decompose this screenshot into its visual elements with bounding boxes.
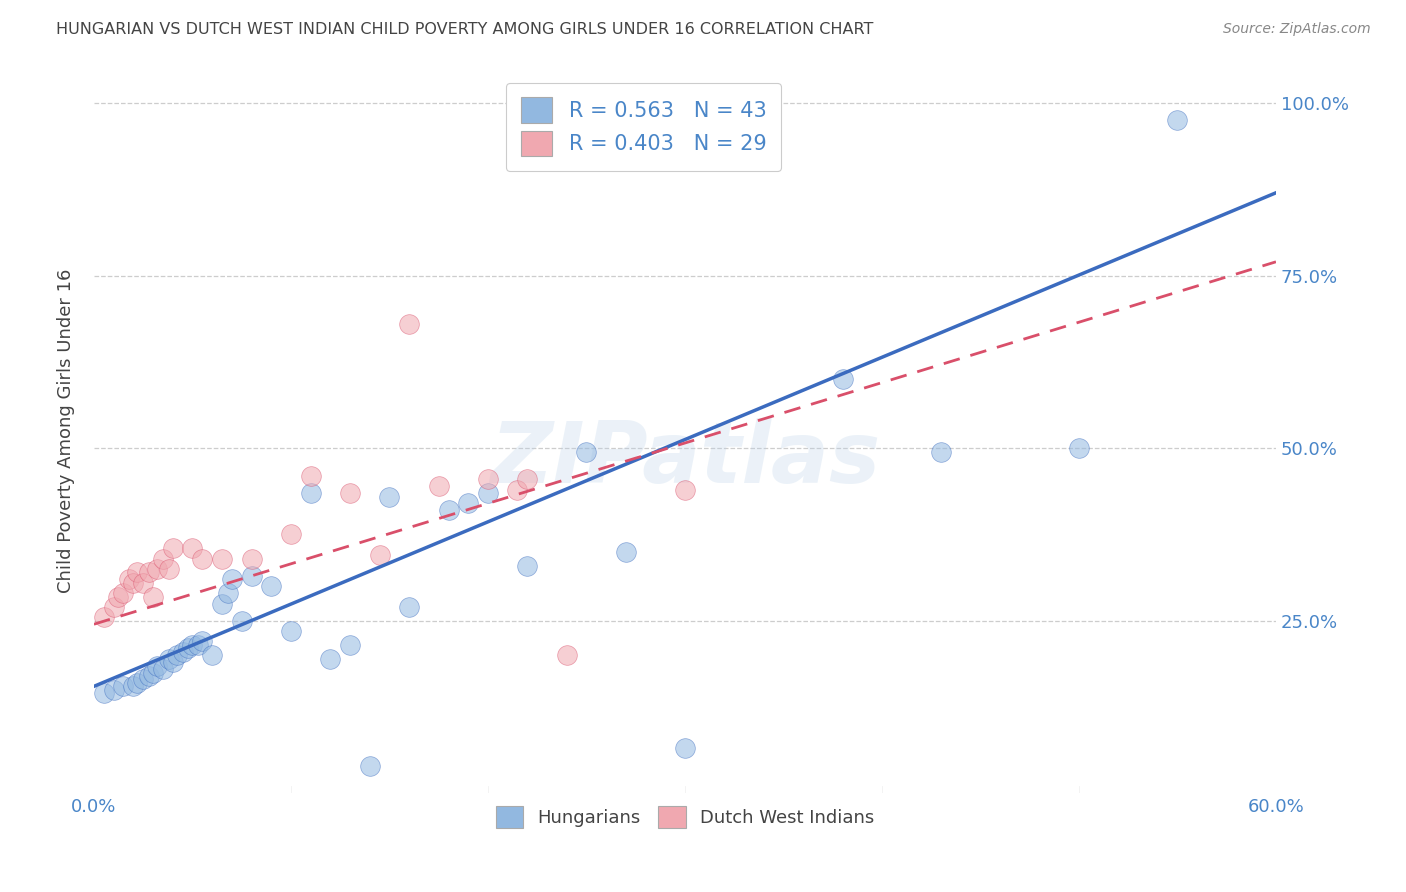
Point [221, 572, 243, 586]
Point [112, 679, 135, 693]
Point [555, 648, 578, 663]
Point [437, 503, 460, 517]
Point [368, 548, 391, 562]
Point [162, 655, 184, 669]
Point [299, 486, 322, 500]
Point [142, 665, 165, 680]
Point [187, 638, 209, 652]
Point [191, 634, 214, 648]
Point [181, 541, 204, 556]
Point [107, 590, 129, 604]
Point [614, 545, 637, 559]
Point [172, 645, 194, 659]
Point [240, 551, 263, 566]
Point [112, 586, 135, 600]
Point [157, 562, 180, 576]
Point [217, 586, 239, 600]
Point [516, 472, 538, 486]
Point [138, 669, 160, 683]
Point [142, 590, 165, 604]
Point [516, 558, 538, 573]
Point [319, 651, 342, 665]
Point [103, 682, 125, 697]
Point [398, 317, 420, 331]
Point [127, 676, 149, 690]
Point [201, 648, 224, 663]
Text: HUNGARIAN VS DUTCH WEST INDIAN CHILD POVERTY AMONG GIRLS UNDER 16 CORRELATION CH: HUNGARIAN VS DUTCH WEST INDIAN CHILD POV… [56, 22, 873, 37]
Point [299, 468, 322, 483]
Point [378, 490, 401, 504]
Point [162, 541, 184, 556]
Point [831, 372, 853, 386]
Point [181, 638, 204, 652]
Point [929, 444, 952, 458]
Point [132, 673, 155, 687]
Point [240, 569, 263, 583]
Point [231, 614, 253, 628]
Point [260, 579, 283, 593]
Point [457, 496, 479, 510]
Point [339, 638, 361, 652]
Point [152, 662, 174, 676]
Point [280, 527, 302, 541]
Point [477, 472, 499, 486]
Point [122, 679, 145, 693]
Point [191, 551, 214, 566]
Y-axis label: Child Poverty Among Girls Under 16: Child Poverty Among Girls Under 16 [58, 268, 75, 593]
Point [166, 648, 188, 663]
Point [103, 599, 125, 614]
Point [398, 599, 420, 614]
Point [122, 575, 145, 590]
Point [477, 486, 499, 500]
Point [280, 624, 302, 639]
Point [132, 575, 155, 590]
Point [127, 566, 149, 580]
Point [138, 566, 160, 580]
Point [146, 562, 169, 576]
Point [673, 741, 696, 756]
Legend: Hungarians, Dutch West Indians: Hungarians, Dutch West Indians [488, 798, 882, 835]
Point [211, 551, 233, 566]
Text: Source: ZipAtlas.com: Source: ZipAtlas.com [1223, 22, 1371, 37]
Point [427, 479, 450, 493]
Point [359, 758, 381, 772]
Point [506, 483, 529, 497]
Point [339, 486, 361, 500]
Point [157, 651, 180, 665]
Point [93, 686, 115, 700]
Point [146, 658, 169, 673]
Point [118, 572, 141, 586]
Point [575, 444, 598, 458]
Point [93, 610, 115, 624]
Point [211, 597, 233, 611]
Point [673, 483, 696, 497]
Point [177, 641, 200, 656]
Point [152, 551, 174, 566]
Point [1067, 441, 1090, 455]
Point [1166, 113, 1188, 128]
Text: ZIPatlas: ZIPatlas [489, 418, 880, 501]
